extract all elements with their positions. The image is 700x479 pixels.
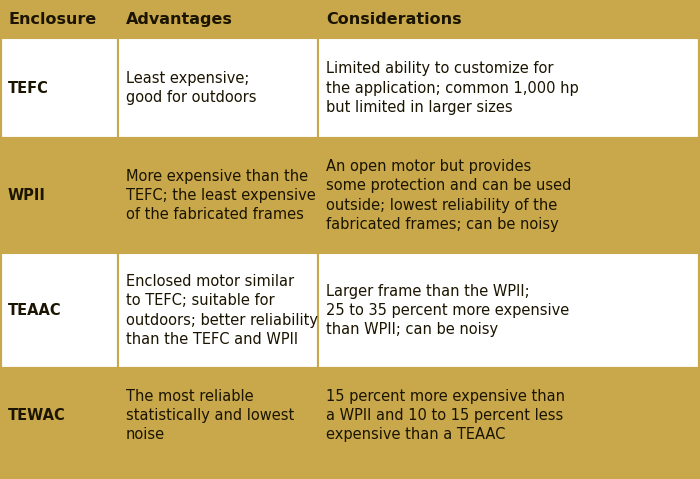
Text: Least expensive;
good for outdoors: Least expensive; good for outdoors xyxy=(126,71,256,105)
Bar xyxy=(318,253,700,368)
Text: Considerations: Considerations xyxy=(326,11,461,26)
Text: TEWAC: TEWAC xyxy=(8,408,66,423)
Text: 15 percent more expensive than
a WPII and 10 to 15 percent less
expensive than a: 15 percent more expensive than a WPII an… xyxy=(326,389,565,442)
Bar xyxy=(0,368,118,463)
Bar xyxy=(0,253,118,368)
Text: Enclosure: Enclosure xyxy=(8,11,97,26)
Text: Limited ability to customize for
the application; common 1,000 hp
but limited in: Limited ability to customize for the app… xyxy=(326,61,579,114)
Text: Enclosed motor similar
to TEFC; suitable for
outdoors; better reliability
than t: Enclosed motor similar to TEFC; suitable… xyxy=(126,274,318,347)
Text: An open motor but provides
some protection and can be used
outside; lowest relia: An open motor but provides some protecti… xyxy=(326,159,571,232)
Text: The most reliable
statistically and lowest
noise: The most reliable statistically and lowe… xyxy=(126,389,294,442)
Text: WPII: WPII xyxy=(8,188,46,203)
Bar xyxy=(318,0,700,38)
Text: TEFC: TEFC xyxy=(8,80,49,95)
Bar xyxy=(118,368,318,463)
Bar xyxy=(118,253,318,368)
Bar xyxy=(318,38,700,138)
Text: More expensive than the
TEFC; the least expensive
of the fabricated frames: More expensive than the TEFC; the least … xyxy=(126,169,316,222)
Bar xyxy=(118,38,318,138)
Text: Advantages: Advantages xyxy=(126,11,233,26)
Bar xyxy=(318,138,700,253)
Bar xyxy=(118,0,318,38)
Bar xyxy=(0,138,118,253)
Bar xyxy=(0,0,118,38)
Text: Larger frame than the WPII;
25 to 35 percent more expensive
than WPII; can be no: Larger frame than the WPII; 25 to 35 per… xyxy=(326,284,569,337)
Bar xyxy=(118,138,318,253)
Text: TEAAC: TEAAC xyxy=(8,303,62,318)
Bar xyxy=(0,38,118,138)
Bar xyxy=(318,368,700,463)
